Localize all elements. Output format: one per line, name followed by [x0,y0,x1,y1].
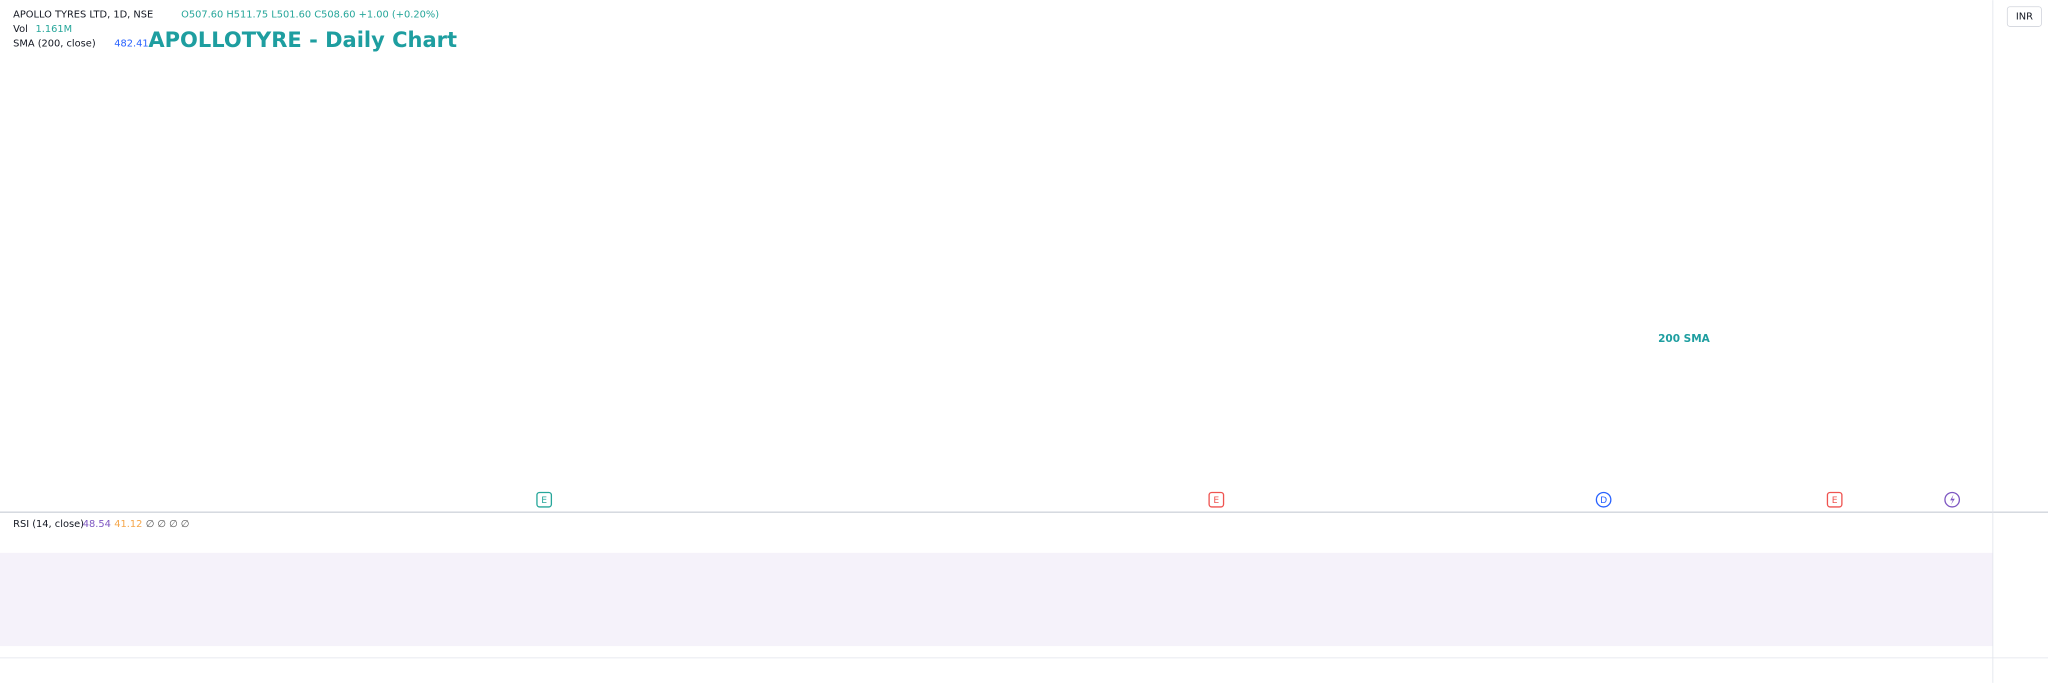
event-label: D [1600,495,1607,506]
rsi-label: RSI (14, close) [13,519,84,530]
symbol-line: APOLLO TYRES LTD, 1D, NSE [13,10,153,21]
ohlc-line: O507.60 H511.75 L501.60 C508.60 +1.00 (+… [181,10,439,21]
currency: INR [2016,12,2033,23]
rsi-value: 48.54 [83,519,111,530]
currency-box[interactable] [2006,6,2042,27]
event-marker[interactable] [1595,491,1612,508]
event-markers: E E D E [536,491,1961,508]
sma-label: SMA (200, close) [13,38,96,49]
event-label: E [1213,495,1219,506]
volume-value: 1.161M [35,24,72,35]
chart-title: APOLLOTYRE - Daily Chart [148,28,457,52]
sma-annotation: 200 SMA [1658,333,1711,345]
event-marker[interactable] [1826,491,1843,508]
rsi-extra: ∅ ∅ ∅ ∅ [146,519,190,530]
event-label: E [1832,495,1838,506]
rsi-band-fill [0,552,1993,647]
sma-value: 482.41 [114,38,148,49]
event-label: E [541,495,547,506]
lightning-icon [1950,494,1955,505]
rsi-ma-value: 41.12 [114,519,142,530]
volume-label: Vol [13,24,28,35]
event-marker[interactable] [536,491,553,508]
event-marker[interactable] [1208,491,1225,508]
